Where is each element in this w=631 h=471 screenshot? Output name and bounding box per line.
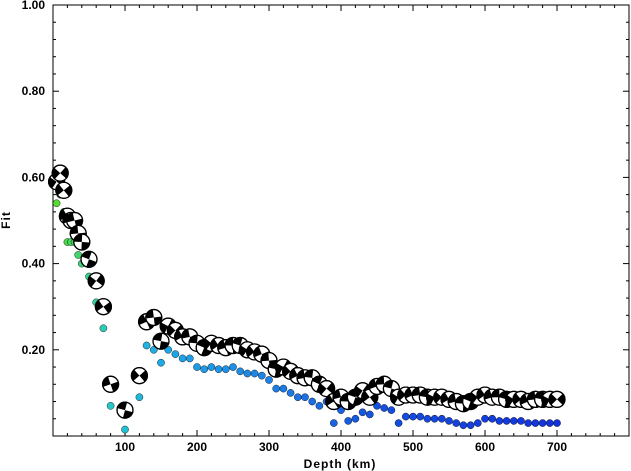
fit-dot — [524, 419, 533, 427]
fit-dot — [502, 417, 511, 425]
focal-mechanism — [130, 367, 148, 385]
fit-dot — [437, 414, 446, 423]
fit-dot — [401, 412, 410, 421]
fit-dot — [293, 393, 302, 402]
x-tick-label: 700 — [547, 440, 567, 454]
fit-dot — [430, 414, 439, 423]
fit-dot — [488, 414, 497, 423]
fit-dot — [178, 354, 187, 363]
fit-dot — [445, 417, 453, 425]
fit-dot — [301, 393, 309, 402]
fit-dot — [380, 404, 389, 412]
beachball-series — [47, 164, 566, 419]
fit-dot — [394, 419, 403, 427]
fit-dot — [531, 419, 540, 427]
fit-dot — [423, 414, 432, 423]
fit-dot — [473, 419, 482, 427]
y-tick-label: 0.80 — [22, 84, 46, 98]
fit-dot — [221, 365, 230, 373]
focal-mechanism — [80, 250, 98, 268]
x-axis-title: Depth (km) — [304, 457, 377, 471]
fit-dot — [286, 389, 295, 397]
fit-dot — [409, 412, 417, 421]
x-tick-label: 400 — [331, 440, 351, 454]
x-tick-label: 200 — [187, 440, 207, 454]
small-dot-series — [52, 190, 561, 434]
fit-dot — [243, 369, 252, 378]
fit-dot — [495, 417, 504, 425]
fit-dot — [214, 365, 223, 373]
fit-dot — [387, 406, 396, 414]
focal-mechanism — [73, 233, 91, 251]
fit-dot — [553, 419, 561, 427]
fit-dot — [257, 371, 266, 380]
fit-dot — [142, 341, 151, 350]
fit-dot — [365, 410, 374, 419]
fit-dot — [171, 350, 180, 358]
x-tick-label: 100 — [115, 440, 135, 454]
fit-dot — [344, 417, 353, 425]
y-tick-label: 1.00 — [22, 0, 46, 12]
fit-dot — [459, 421, 468, 430]
fit-dot — [279, 384, 288, 393]
y-tick-label: 0.60 — [22, 170, 46, 184]
focal-mechanism — [548, 390, 566, 408]
x-tick-label: 600 — [475, 440, 495, 454]
fit-dot — [452, 419, 461, 427]
focal-mechanism — [152, 332, 170, 350]
fit-dot — [250, 369, 259, 378]
fit-dot — [329, 419, 338, 427]
x-tick-label: 500 — [403, 440, 423, 454]
fit-dot — [121, 425, 129, 434]
focal-mechanism — [116, 401, 134, 419]
fit-dot — [337, 406, 345, 414]
fit-dot — [99, 324, 108, 333]
fit-dot — [200, 365, 208, 373]
fit-dot — [466, 421, 475, 430]
fit-dot — [164, 345, 172, 354]
fit-dot — [358, 408, 367, 417]
fit-dot — [272, 384, 281, 393]
fit-dot — [229, 363, 237, 371]
fit-dot — [207, 363, 216, 371]
fit-dot — [236, 367, 244, 376]
y-axis-ticks: 0.20 0.40 0.60 0.80 1.00 — [22, 0, 629, 420]
fit-dot — [416, 412, 425, 421]
focal-mechanism — [87, 272, 105, 290]
y-tick-label: 0.20 — [22, 343, 46, 357]
fit-dot — [308, 397, 317, 406]
focal-mechanism — [94, 298, 113, 316]
fit-dot — [538, 419, 547, 427]
x-axis-ticks: 100 200 300 400 500 600 700 — [66, 5, 616, 454]
fit-dot — [517, 417, 525, 425]
fit-dot — [315, 402, 324, 410]
fit-dot — [106, 402, 115, 410]
focal-mechanism — [55, 181, 73, 199]
focal-mechanism — [65, 211, 84, 230]
fit-dot — [135, 393, 144, 402]
x-tick-label: 300 — [259, 440, 279, 454]
focal-mechanism — [145, 308, 163, 327]
focal-mechanism — [318, 379, 336, 398]
fit-dot — [193, 363, 201, 371]
fit-dot — [481, 414, 489, 423]
fit-dot — [52, 199, 61, 208]
fit-dot — [185, 354, 194, 363]
fit-dot — [351, 414, 360, 423]
y-axis-title: Fit — [0, 211, 13, 229]
focal-mechanism — [51, 164, 69, 182]
focal-mechanism — [101, 375, 120, 393]
fit-dot — [157, 358, 165, 367]
fit-dot — [546, 419, 554, 427]
fit-dot — [265, 376, 273, 384]
fit-dot — [149, 345, 158, 354]
fit-dot — [373, 402, 381, 410]
y-tick-label: 0.40 — [22, 257, 46, 271]
fit-dot — [509, 417, 518, 425]
